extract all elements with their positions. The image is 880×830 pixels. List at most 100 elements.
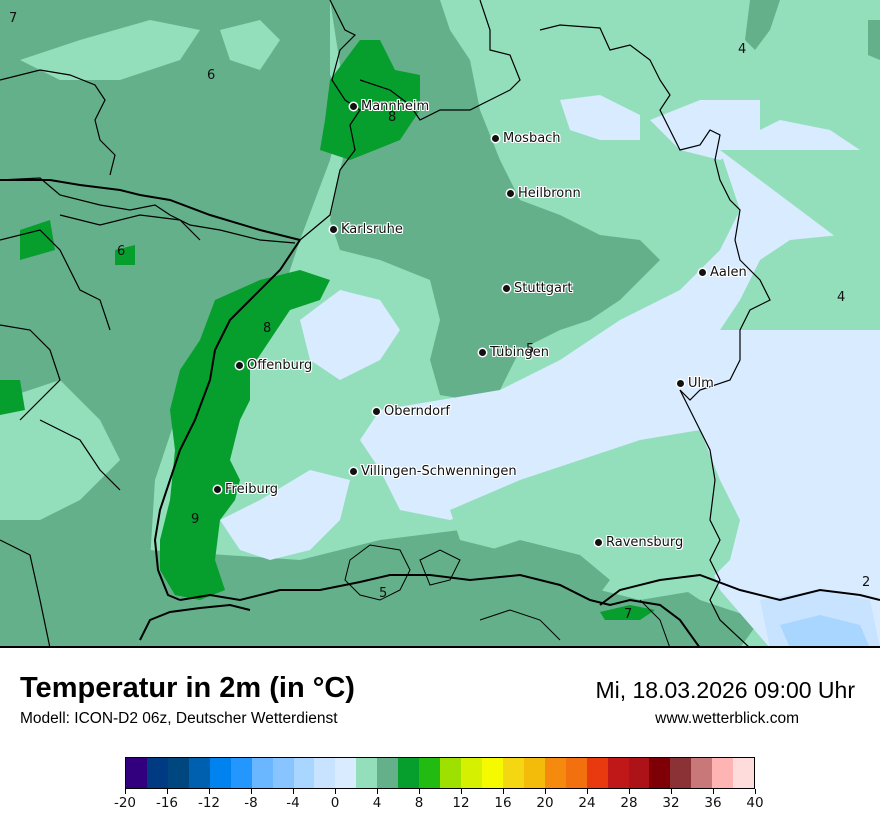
contour-label: 7: [9, 11, 18, 26]
colorbar-tick: [713, 789, 714, 794]
city-label-offenburg: Offenburg: [236, 358, 312, 373]
colorbar-tick-label: 24: [578, 795, 596, 811]
city-marker-icon: [507, 190, 514, 197]
colorbar-tick-label: -4: [286, 795, 300, 811]
city-marker-icon: [699, 269, 706, 276]
colorbar-tick: [755, 789, 756, 794]
colorbar-tick-label: 20: [536, 795, 554, 811]
colorbar-tick-label: -20: [113, 795, 137, 811]
city-label-tuebingen: Tübingen: [479, 345, 549, 360]
colorbar-segment: [146, 758, 168, 788]
colorbar-segment: [272, 758, 294, 788]
colorbar-segment: [607, 758, 629, 788]
colorbar-segment: [167, 758, 189, 788]
colorbar-segment: [335, 758, 357, 788]
temperature-map: Mannheim Mosbach Heilbronn Karlsruhe Aal…: [0, 0, 880, 648]
city-label-mosbach: Mosbach: [492, 131, 561, 146]
colorbar-tick-label: 4: [372, 795, 382, 811]
colorbar-tick: [503, 789, 504, 794]
contour-label: 6: [207, 68, 216, 83]
contour-label: 4: [837, 290, 846, 305]
website-link: www.wetterblick.com: [655, 710, 799, 727]
contour-label: 4: [738, 42, 747, 57]
colorbar-segment: [544, 758, 566, 788]
city-label-villingen-schwenningen: Villingen-Schwenningen: [350, 464, 517, 479]
colorbar-segment: [209, 758, 231, 788]
temperature-colorbar: [125, 757, 755, 789]
colorbar-segment: [419, 758, 441, 788]
city-marker-icon: [595, 539, 602, 546]
city-label-oberndorf: Oberndorf: [373, 404, 450, 419]
temperature-field: [0, 0, 880, 646]
colorbar-tick: [293, 789, 294, 794]
colorbar-segment: [565, 758, 587, 788]
colorbar-tick-label: 36: [704, 795, 722, 811]
colorbar-segment: [691, 758, 713, 788]
colorbar-segment: [251, 758, 273, 788]
colorbar-segment: [461, 758, 482, 788]
colorbar-tick-label: 8: [414, 795, 424, 811]
colorbar-segment: [126, 758, 147, 788]
contour-label: 8: [263, 321, 272, 336]
colorbar-segment: [502, 758, 524, 788]
colorbar-tick: [545, 789, 546, 794]
colorbar-tick-label: -8: [244, 795, 258, 811]
contour-label: 7: [624, 607, 633, 622]
city-label-karlsruhe: Karlsruhe: [330, 222, 403, 237]
colorbar-tick-label: -12: [197, 795, 221, 811]
forecast-datetime: Mi, 18.03.2026 09:00 Uhr: [595, 677, 855, 703]
colorbar-tick: [377, 789, 378, 794]
colorbar-segment: [523, 758, 545, 788]
city-label-aalen: Aalen: [699, 265, 747, 280]
colorbar-segment: [628, 758, 650, 788]
city-marker-icon: [492, 135, 499, 142]
city-marker-icon: [503, 285, 510, 292]
colorbar-segment: [377, 758, 399, 788]
colorbar-tick-label: 32: [662, 795, 680, 811]
colorbar-tick: [419, 789, 420, 794]
colorbar-segment: [712, 758, 734, 788]
contour-label: 6: [117, 244, 126, 259]
colorbar-tick: [629, 789, 630, 794]
colorbar-tick-label: 0: [330, 795, 340, 811]
chart-title: Temperatur in 2m (in °C): [20, 672, 355, 704]
city-marker-icon: [373, 408, 380, 415]
colorbar-segment: [188, 758, 210, 788]
city-marker-icon: [479, 349, 486, 356]
colorbar-segment: [230, 758, 252, 788]
colorbar-segment: [649, 758, 671, 788]
colorbar-tick: [209, 789, 210, 794]
contour-label: 9: [191, 512, 200, 527]
city-marker-icon: [350, 468, 357, 475]
contour-label: 8: [388, 110, 397, 125]
contour-label: 2: [862, 575, 871, 590]
city-marker-icon: [677, 380, 684, 387]
city-marker-icon: [330, 226, 337, 233]
colorbar-tick: [671, 789, 672, 794]
colorbar-tick: [587, 789, 588, 794]
colorbar-tick: [251, 789, 252, 794]
colorbar-segment: [356, 758, 378, 788]
colorbar-tick: [461, 789, 462, 794]
city-label-ravensburg: Ravensburg: [595, 535, 683, 550]
colorbar-segment: [586, 758, 608, 788]
colorbar-segment: [398, 758, 420, 788]
colorbar-segment: [440, 758, 461, 788]
model-source: Modell: ICON-D2 06z, Deutscher Wetterdie…: [20, 710, 338, 727]
colorbar-tick-label: 12: [452, 795, 470, 811]
colorbar-tick-label: -16: [155, 795, 179, 811]
city-label-freiburg: Freiburg: [214, 482, 278, 497]
colorbar-tick: [125, 789, 126, 794]
colorbar-tick-label: 40: [746, 795, 764, 811]
city-marker-icon: [214, 486, 221, 493]
colorbar-tick-label: 28: [620, 795, 638, 811]
colorbar-tick-label: 16: [494, 795, 512, 811]
city-label-stuttgart: Stuttgart: [503, 281, 572, 296]
colorbar-segment: [733, 758, 755, 788]
city-marker-icon: [236, 362, 243, 369]
colorbar-segment: [293, 758, 315, 788]
colorbar-tick: [167, 789, 168, 794]
city-label-heilbronn: Heilbronn: [507, 186, 581, 201]
colorbar-segment: [670, 758, 692, 788]
colorbar-segment: [314, 758, 336, 788]
